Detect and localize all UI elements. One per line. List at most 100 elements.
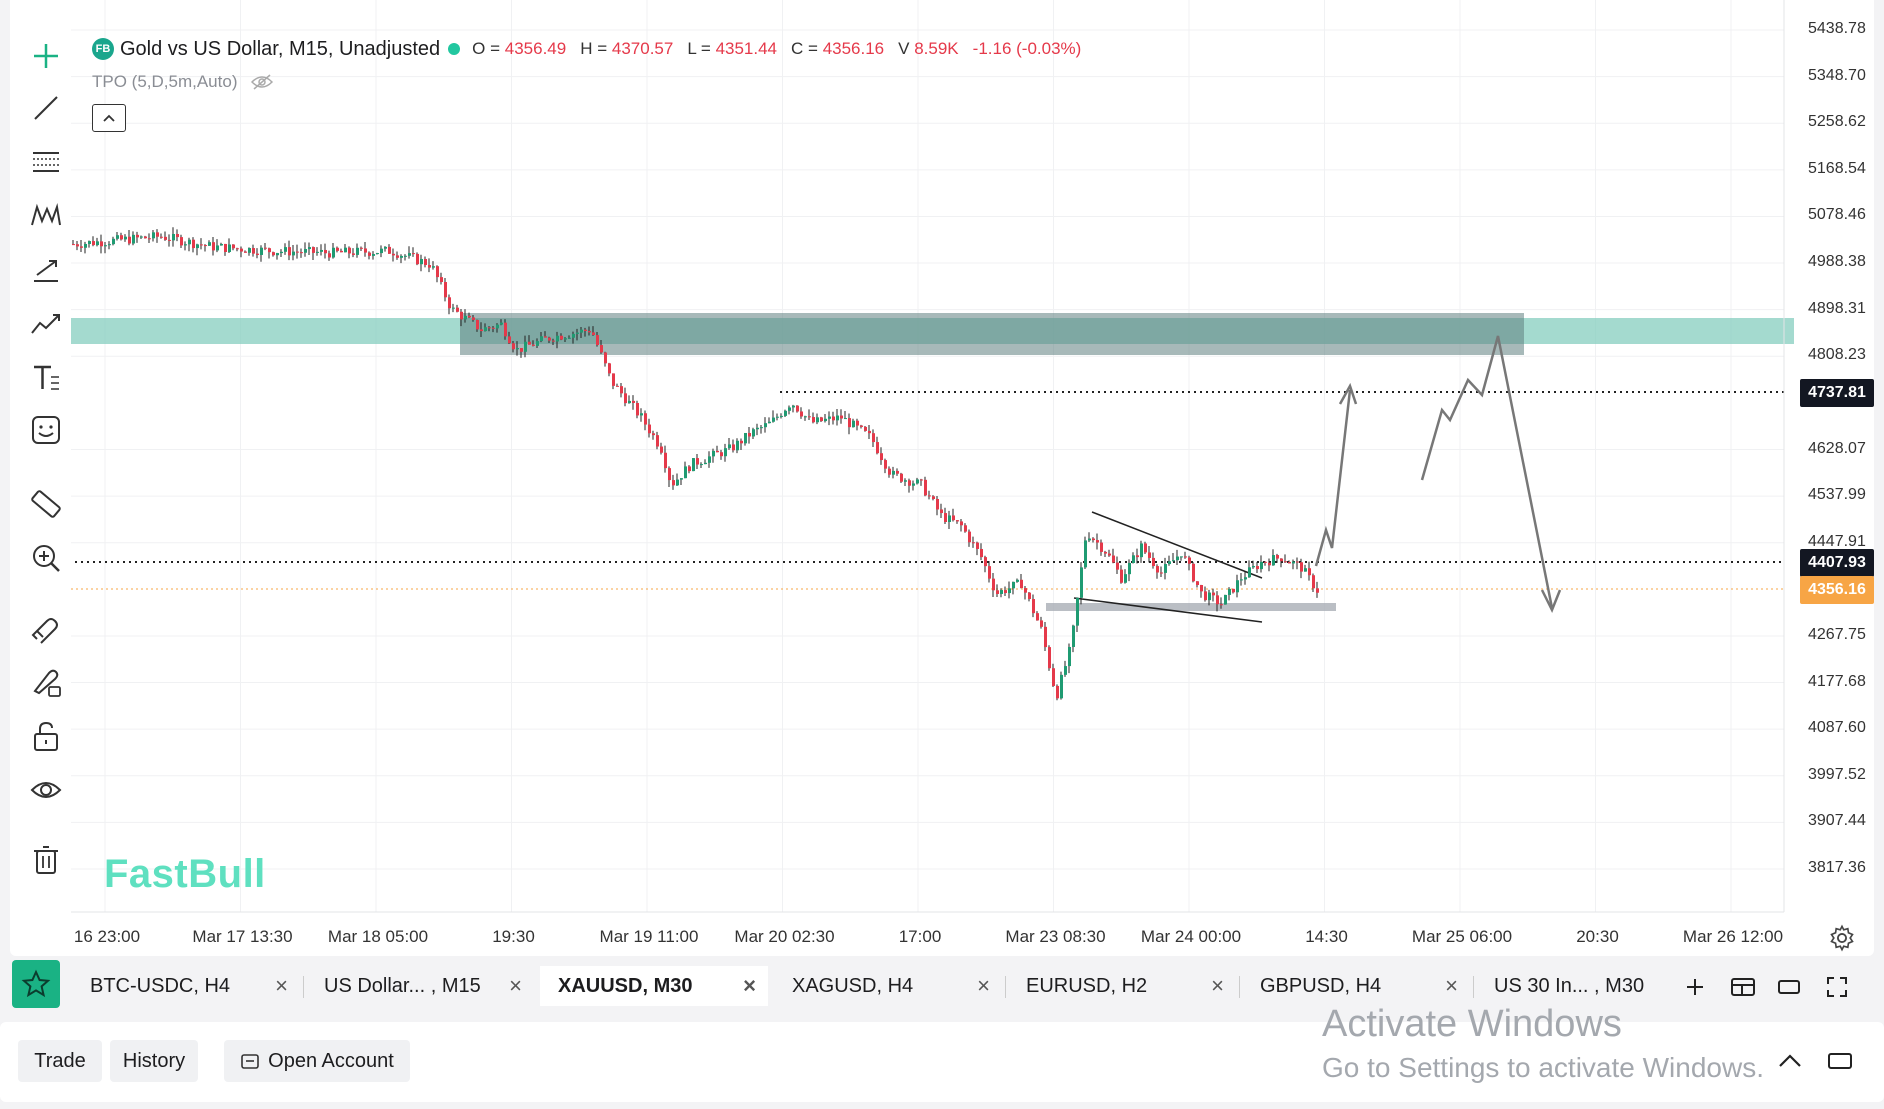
tab-xagusd[interactable]: XAGUSD, H4 × [774, 966, 1002, 1006]
candle-body [580, 329, 583, 333]
ohlc-volume: V 8.59K [898, 39, 959, 58]
hidden-eye-icon[interactable] [251, 74, 274, 90]
magnet-tool[interactable] [24, 606, 68, 650]
crosshair-tool[interactable] [24, 34, 68, 78]
price-axis-label: 3817.36 [1808, 859, 1866, 876]
chart-settings-gear-icon[interactable] [1828, 924, 1856, 952]
collapse-legend-button[interactable] [92, 104, 126, 132]
add-tab-button[interactable] [1678, 970, 1712, 1004]
trade-button[interactable]: Trade [18, 1040, 102, 1082]
candle-body [436, 266, 439, 278]
candle-body [104, 245, 107, 247]
candle-body [100, 241, 103, 247]
candle-body [284, 247, 287, 252]
candle-body [84, 243, 87, 248]
indicator-label[interactable]: TPO (5,D,5m,Auto) [92, 72, 238, 91]
text-tool[interactable] [24, 356, 68, 400]
candle-body [1100, 542, 1103, 552]
maximize-panel-button[interactable] [1822, 1044, 1858, 1078]
candle-body [652, 433, 655, 436]
chart-panel[interactable]: FB Gold vs US Dollar, M15, Unadjusted O … [10, 0, 1874, 956]
tab-btc-usdc[interactable]: BTC-USDC, H4 × [72, 966, 300, 1006]
lock-tool[interactable] [24, 714, 68, 758]
candle-body [828, 416, 831, 419]
candle-body [560, 335, 563, 340]
candle-body [380, 248, 383, 254]
ruler-tool[interactable] [24, 482, 68, 526]
candle-body [1168, 561, 1171, 565]
candle-body [708, 456, 711, 463]
brush-lock-tool[interactable] [24, 660, 68, 704]
pattern-tool[interactable] [24, 194, 68, 238]
fastbull-watermark: FastBull [104, 852, 266, 896]
candle-body [672, 480, 675, 486]
candle-body [804, 416, 807, 418]
trend-line-tool[interactable] [24, 86, 68, 130]
candle-body [156, 232, 159, 237]
price-axis-label: 4898.31 [1808, 299, 1866, 317]
remove-drawings-tool[interactable] [24, 838, 68, 882]
close-icon[interactable]: × [1445, 973, 1458, 998]
tab-gbpusd[interactable]: GBPUSD, H4 × [1242, 966, 1470, 1006]
tab-xauusd[interactable]: XAUUSD, M30 × [540, 966, 768, 1006]
candle-body [572, 333, 575, 338]
candle-body [688, 466, 691, 472]
tab-us-dollar-[interactable]: US Dollar... , M15 × [306, 966, 534, 1006]
emoji-tool[interactable] [24, 408, 68, 452]
path-icon [31, 314, 60, 334]
tab-eurusd[interactable]: EURUSD, H2 × [1008, 966, 1236, 1006]
candle-body [996, 590, 999, 594]
forecast-tool[interactable] [24, 248, 68, 292]
fib-tool[interactable] [24, 140, 68, 184]
zoom-in-tool[interactable] [24, 536, 68, 580]
activate-windows-title: Activate Windows [1322, 1003, 1622, 1045]
candle-body [1304, 568, 1307, 572]
candle-body [184, 244, 187, 246]
time-axis-label: Mar 18 05:00 [327, 927, 429, 946]
close-icon[interactable]: × [743, 973, 756, 998]
candle-body [1248, 567, 1251, 578]
candle-body [976, 542, 979, 549]
candle-body [1136, 555, 1139, 558]
candle-body [148, 238, 151, 240]
watchlist-star-button[interactable] [12, 960, 60, 1008]
symbol-title[interactable]: Gold vs US Dollar, M15, Unadjusted [120, 37, 441, 60]
candle-body [584, 329, 587, 332]
visibility-tool[interactable] [24, 768, 68, 812]
expand-panel-button[interactable] [1772, 1044, 1808, 1078]
close-icon[interactable]: × [509, 973, 522, 998]
history-button[interactable]: History [110, 1040, 198, 1082]
fullscreen-button[interactable] [1820, 970, 1854, 1004]
candle-body [900, 473, 903, 482]
close-icon[interactable]: × [275, 973, 288, 998]
single-view-button[interactable] [1772, 970, 1806, 1004]
candle-body [720, 452, 723, 457]
candle-body [1116, 562, 1119, 570]
candle-body [916, 479, 919, 484]
open-account-label: Open Account [268, 1049, 394, 1072]
tab-separator [1005, 976, 1006, 998]
candle-body [124, 236, 127, 240]
close-icon[interactable]: × [1211, 973, 1224, 998]
tab-separator [1239, 976, 1240, 998]
time-axis-label: 16 23:00 [73, 927, 141, 946]
close-icon[interactable]: × [977, 973, 990, 998]
candle-body [760, 427, 763, 429]
tab-label: XAUUSD, M30 [558, 974, 693, 997]
layout-button[interactable] [1726, 970, 1760, 1004]
candle-body [464, 315, 467, 320]
candle-body [272, 252, 275, 256]
candle-body [604, 352, 607, 364]
path-tool[interactable] [24, 302, 68, 346]
candle-body [508, 336, 511, 344]
time-axis-label: Mar 24 00:00 [1140, 927, 1242, 946]
zoom-in-icon [33, 545, 60, 572]
symbol-tabs-bar [0, 956, 1884, 1018]
candle-body [740, 440, 743, 444]
price-axis-label: 4267.75 [1808, 625, 1866, 643]
candle-body [164, 236, 167, 240]
open-account-button[interactable]: Open Account [224, 1040, 410, 1082]
tab-us-30-in-[interactable]: US 30 In... , M30 [1476, 966, 1704, 1006]
price-chart[interactable] [10, 0, 1874, 956]
fb-badge: FB [92, 38, 114, 60]
